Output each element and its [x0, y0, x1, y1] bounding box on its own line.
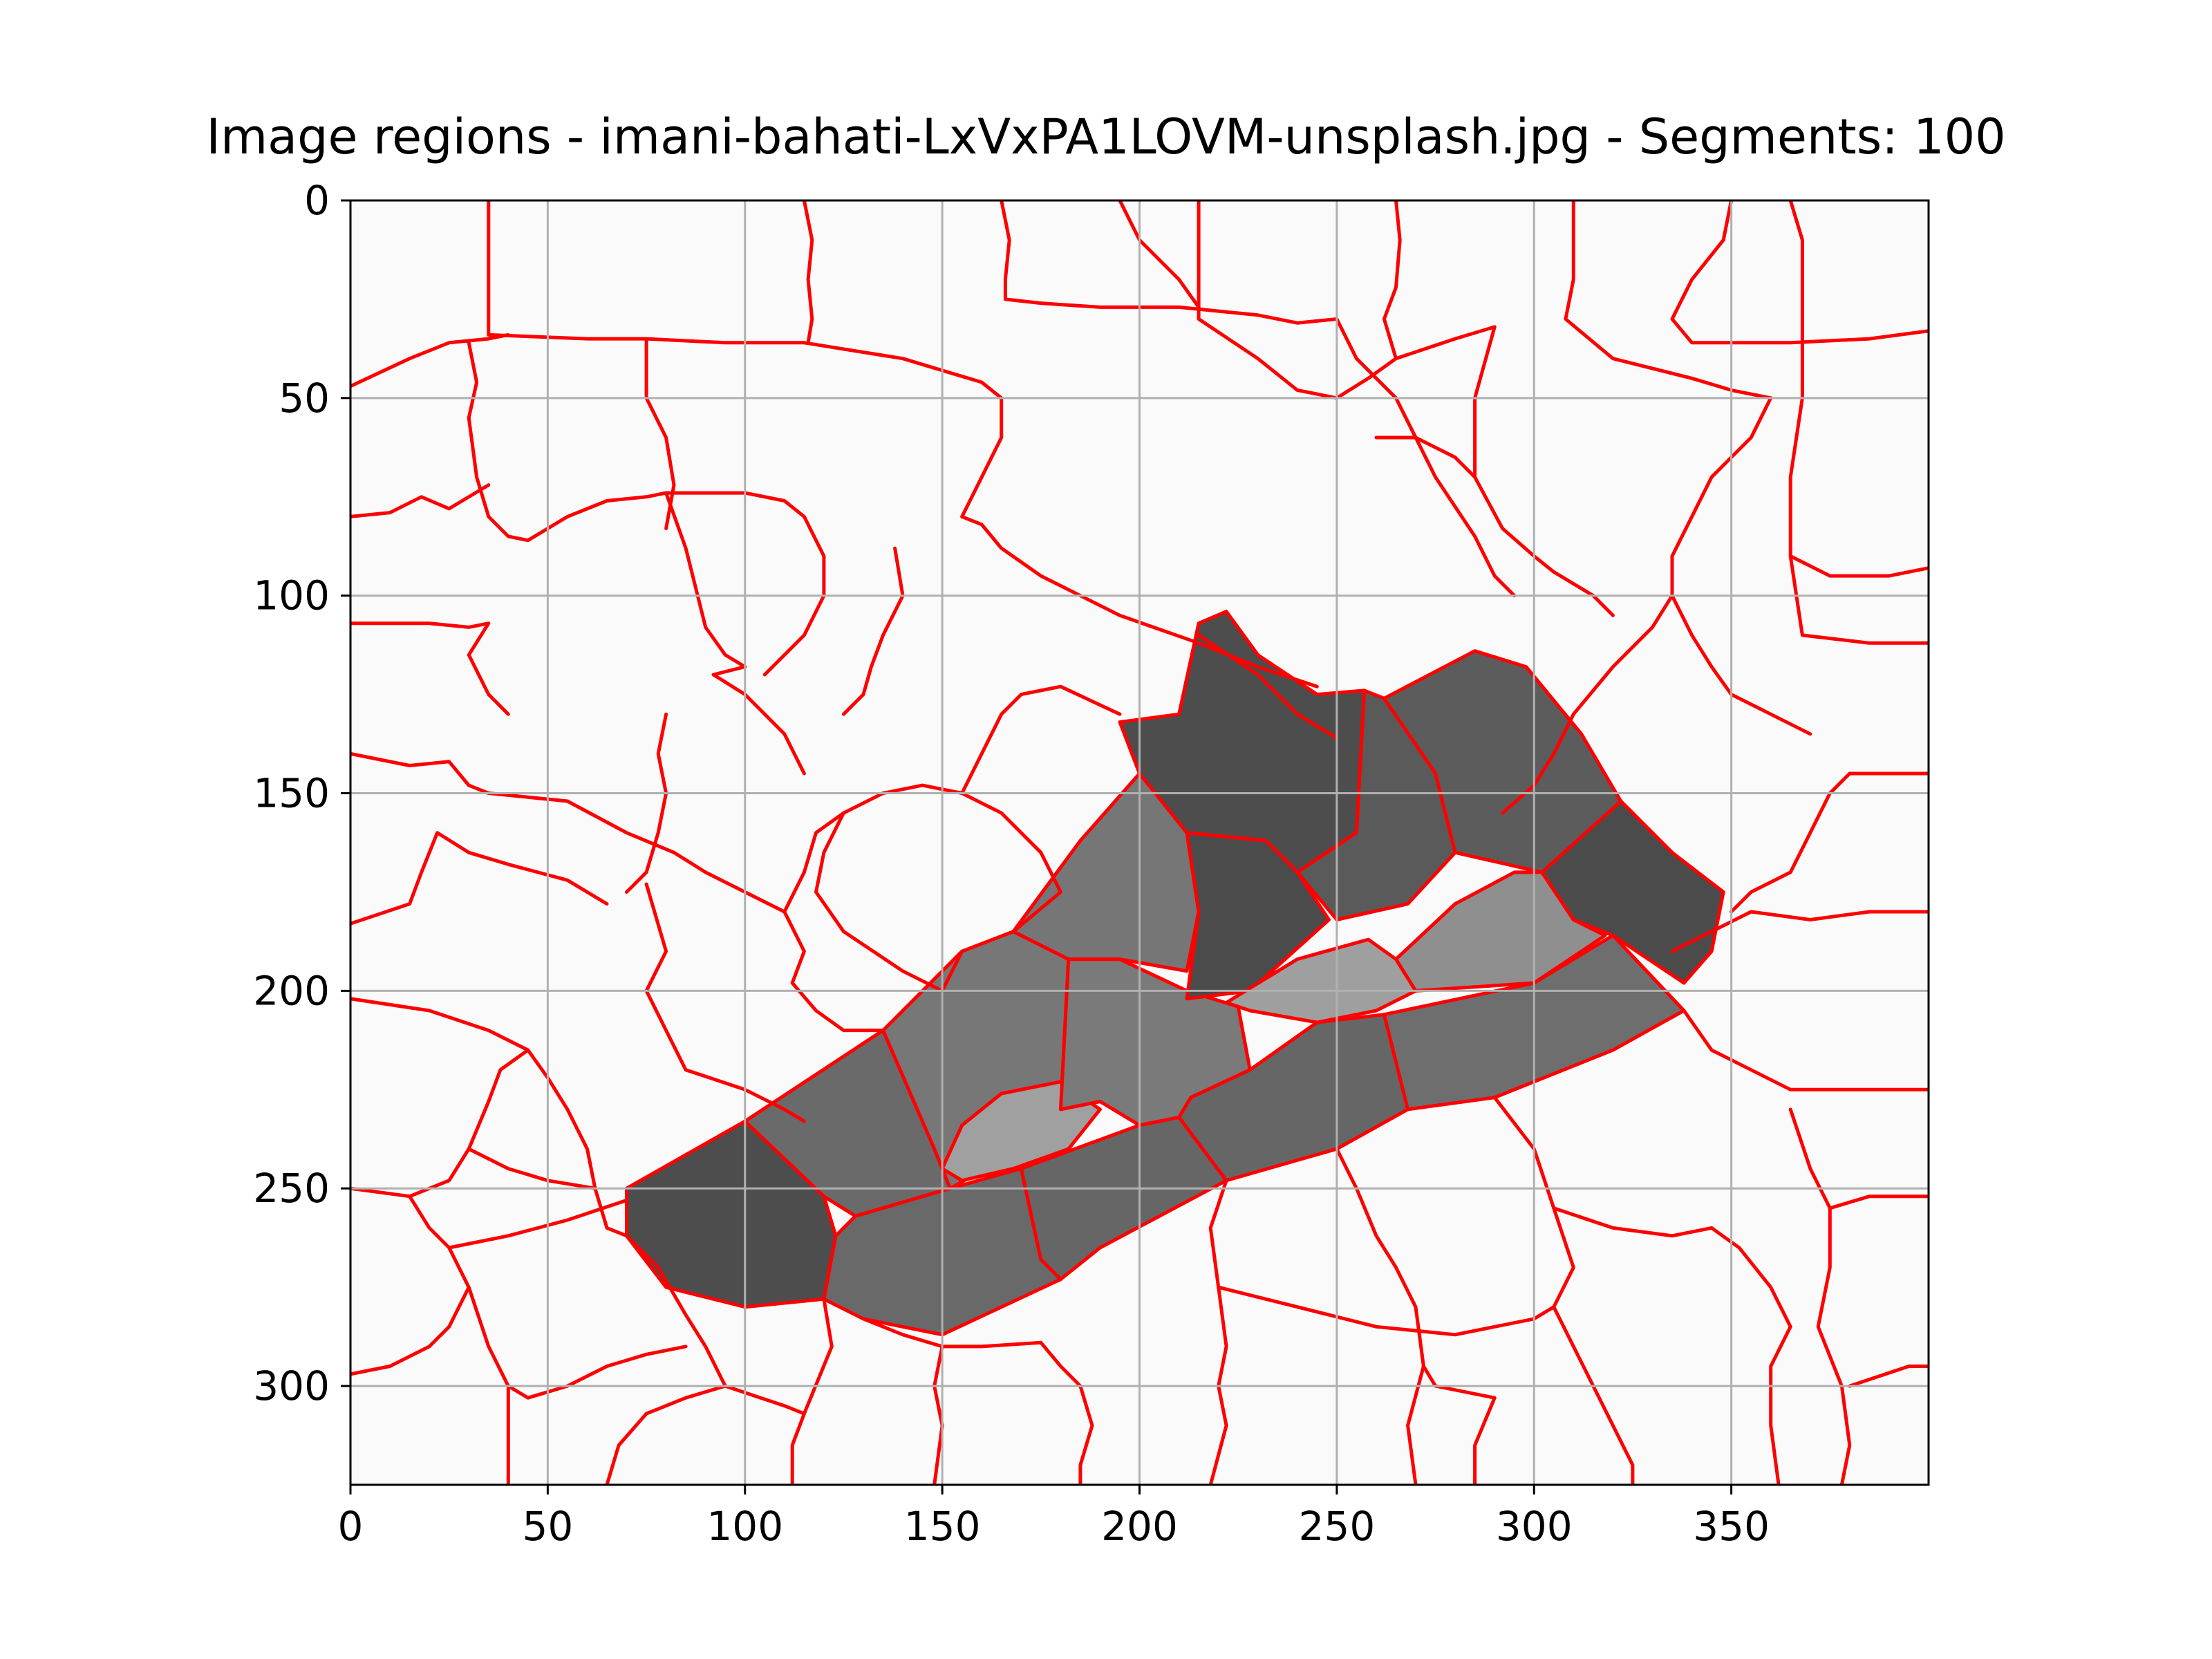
y-tick-label: 200 [253, 967, 330, 1014]
segment-boundary-64 [1788, 1107, 1852, 1485]
segment-boundary-30 [625, 712, 668, 894]
segment-boundary-57 [1492, 1096, 1575, 1321]
segment-boundary-16 [1335, 317, 1517, 598]
segment-boundary-32 [350, 831, 609, 926]
segment-boundary-66 [1828, 1194, 1929, 1210]
segment-boundary-48 [605, 1384, 727, 1485]
segment-boundary-36 [447, 1198, 628, 1250]
segment-boundary-11 [664, 491, 826, 677]
segment-boundary-65 [1737, 1246, 1792, 1485]
segment-boundary-49 [790, 1412, 806, 1485]
segment-boundary-59 [1682, 1009, 1929, 1091]
segment-boundary-56 [1335, 1147, 1497, 1400]
y-tick-label: 0 [304, 177, 330, 224]
x-axis: 0 50 100 150 200 250 300 350 [338, 1485, 1770, 1550]
segment-boundary-9 [350, 621, 510, 716]
segment-boundary-62 [1788, 554, 1929, 578]
segment-boundary-53 [1078, 1384, 1094, 1485]
segment-boundary-68 [1552, 1305, 1635, 1485]
segment-boundary-17 [1367, 325, 1497, 380]
segment-boundary-6 [802, 200, 814, 345]
y-tick-label: 50 [279, 375, 330, 422]
x-tick-label: 300 [1496, 1503, 1573, 1550]
segment-boundary-14 [1118, 200, 1201, 309]
segment-boundary-8 [350, 483, 491, 518]
segment-boundary-60 [1670, 910, 1929, 953]
segment-boundary-39 [782, 811, 845, 914]
segment-boundary-63 [1800, 633, 1929, 645]
x-tick-label: 200 [1101, 1503, 1178, 1550]
segment-boundary-55 [1217, 1285, 1536, 1337]
object-segment-12 [1185, 831, 1331, 1001]
segment-boundary-23 [1670, 396, 1773, 598]
segment-boundary-51 [861, 1317, 1082, 1388]
segment-boundary-52 [932, 1344, 944, 1485]
segment-boundary-33 [350, 997, 570, 1112]
y-tick-label: 150 [253, 770, 330, 817]
segment-boundary-38 [672, 850, 885, 1033]
x-tick-label: 150 [904, 1503, 981, 1550]
segment-boundary-43 [644, 882, 806, 1123]
segment-boundary-70 [1473, 1396, 1497, 1485]
segment-boundary-44 [467, 1147, 597, 1190]
segment-boundary-61 [1730, 771, 1929, 914]
segment-boundary-58 [1552, 1206, 1741, 1250]
segment-boundary-21 [1670, 200, 1929, 345]
x-tick-label: 0 [338, 1503, 364, 1550]
segment-boundary-29 [711, 673, 806, 776]
segment-boundary-54 [1208, 1179, 1228, 1485]
object-segment-17 [1382, 649, 1623, 874]
segment-boundary-35 [350, 1194, 471, 1376]
segment-boundary-50 [802, 1297, 834, 1416]
segment-boundary-18 [1382, 200, 1402, 361]
segment-boundary-13 [1000, 200, 1339, 325]
x-tick-label: 50 [522, 1503, 573, 1550]
segment-boundary-28 [841, 546, 905, 716]
segment-boundary-25 [1670, 594, 1812, 736]
chart-title: Image regions - imani-bahati-LxVxPA1LOVM… [206, 109, 2005, 165]
segment-boundary-31 [350, 751, 676, 854]
segment-boundary-1 [350, 332, 510, 388]
segment-boundary-4 [644, 337, 676, 530]
segment-boundary-67 [1848, 1365, 1929, 1388]
segment-boundary-40 [841, 783, 1062, 934]
y-axis: 0 50 100 150 200 250 300 [253, 177, 350, 1409]
y-tick-label: 100 [253, 572, 330, 619]
segment-boundary-15 [1197, 200, 1370, 400]
y-tick-label: 250 [253, 1165, 330, 1212]
y-tick-label: 300 [253, 1362, 330, 1409]
x-tick-label: 100 [706, 1503, 783, 1550]
segment-boundary-45 [625, 1234, 806, 1416]
segment-boundary-42 [960, 684, 1122, 795]
x-tick-label: 350 [1693, 1503, 1770, 1550]
segment-boundary-26 [1374, 435, 1477, 479]
segment-boundary-27 [1197, 633, 1339, 740]
x-tick-label: 250 [1299, 1503, 1376, 1550]
segment-boundary-7 [467, 341, 609, 543]
segment-boundary-19 [1473, 325, 1615, 617]
